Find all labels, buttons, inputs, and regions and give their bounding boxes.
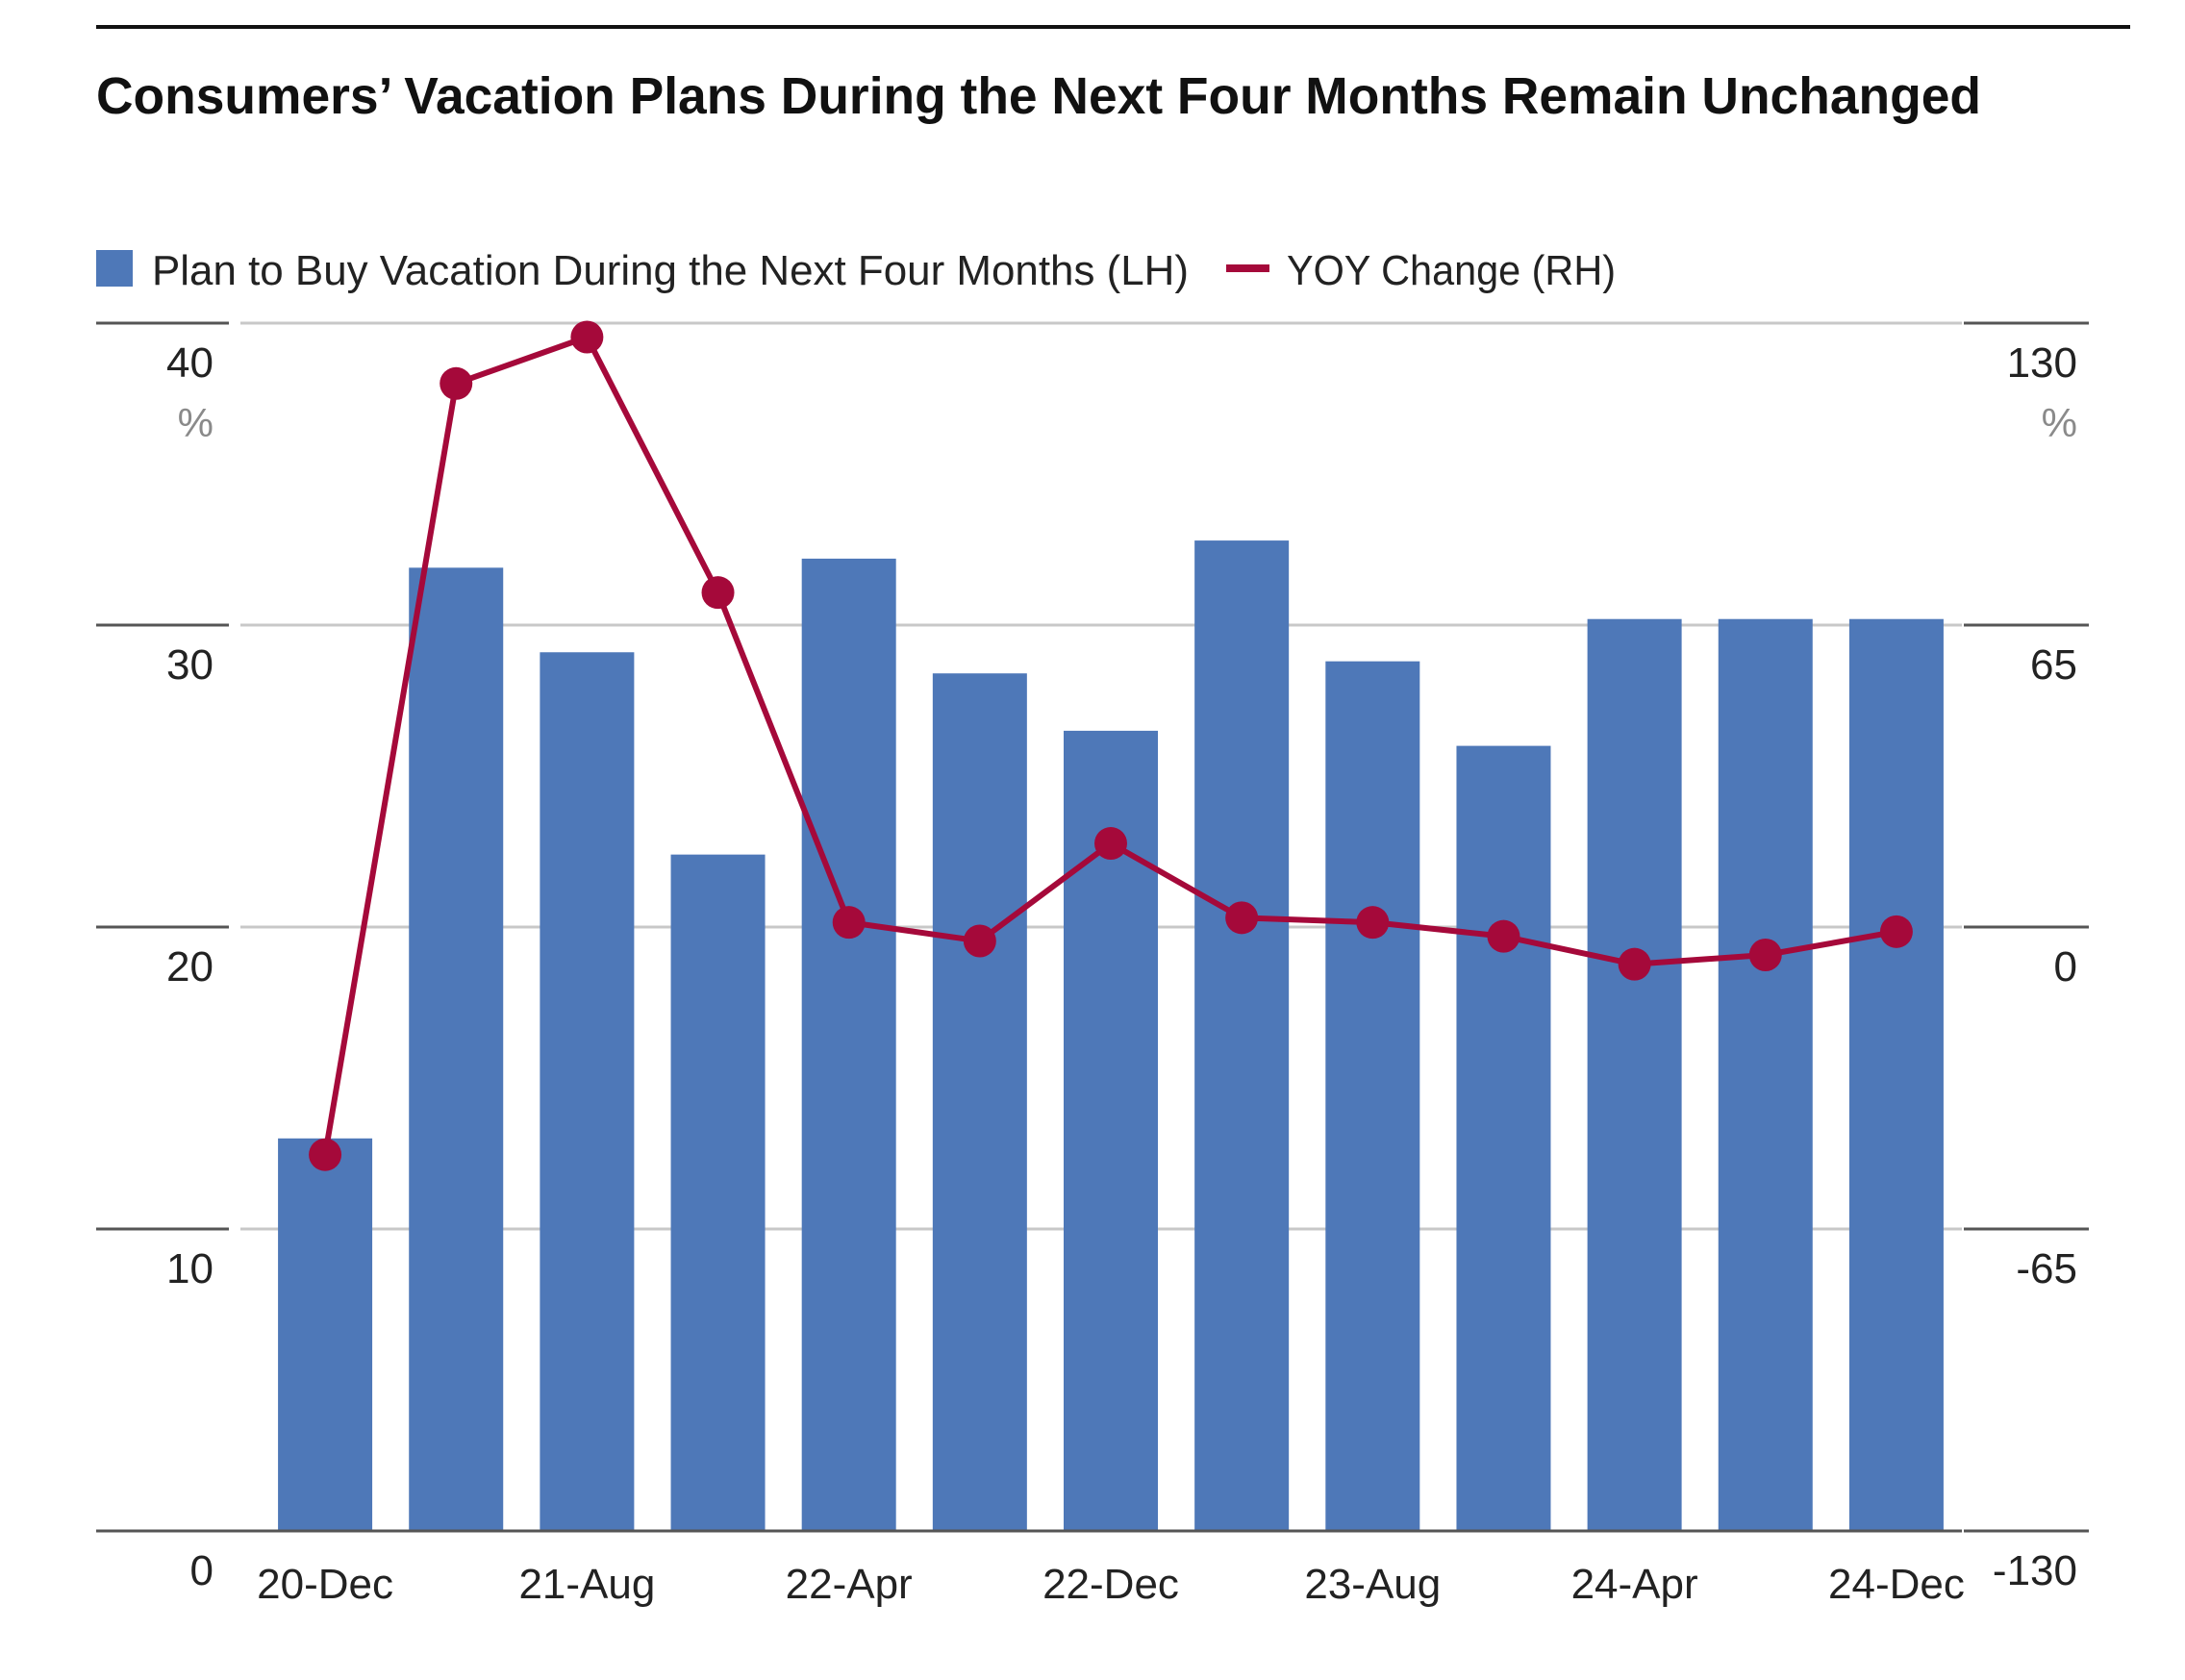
legend-swatch-bars [96, 250, 133, 287]
x-axis-tick-label: 22-Dec [1042, 1561, 1179, 1608]
x-axis-tick-label: 21-Aug [518, 1561, 655, 1608]
right-axis-tick-label: -130 [1993, 1547, 2077, 1594]
bar [1587, 618, 1682, 1531]
line-series [309, 320, 1913, 1171]
right-axis-tick-label: 65 [2030, 641, 2077, 689]
bar [1194, 540, 1290, 1531]
left-axis-tick-label: 20 [166, 943, 213, 990]
yoy-point [1879, 915, 1913, 948]
yoy-point [963, 924, 996, 958]
yoy-point [1225, 901, 1259, 935]
bar [932, 673, 1027, 1531]
yoy-point [832, 906, 866, 940]
x-axis-tick-label: 24-Dec [1828, 1561, 1965, 1608]
bar [278, 1138, 373, 1531]
right-axis-tick-label: 0 [2054, 943, 2077, 990]
x-axis-tick-label: 23-Aug [1304, 1561, 1441, 1608]
bar [1456, 745, 1551, 1531]
yoy-point [1094, 827, 1127, 861]
left-axis-tick-label: 40 [166, 339, 213, 387]
right-axis-tick-label: -65 [2016, 1245, 2077, 1292]
yoy-point [1356, 906, 1390, 940]
yoy-point [701, 576, 735, 610]
bar-series [278, 540, 1944, 1531]
yoy-point [440, 366, 473, 400]
left-axis-tick-label: 30 [166, 641, 213, 689]
right-axis-tick-label: 130 [2007, 339, 2077, 387]
bar [801, 558, 896, 1531]
bar [1325, 661, 1420, 1531]
bar [1718, 618, 1813, 1531]
chart-title: Consumers’ Vacation Plans During the Nex… [96, 67, 1981, 125]
left-axis-tick-label: 10 [166, 1245, 213, 1292]
x-axis-tick-label: 20-Dec [257, 1561, 393, 1608]
yoy-point [570, 320, 604, 354]
bar [409, 567, 504, 1531]
left-axis-unit: % [178, 400, 213, 445]
yoy-point [1487, 919, 1520, 953]
axes: 0 -130 10 -65 20 0 30 65 40 130% % 20-Dec 21-Aug 22-A… [96, 321, 2089, 1608]
yoy-point [1618, 947, 1651, 981]
bar [1848, 618, 1944, 1531]
yoy-point [1748, 938, 1782, 971]
yoy-point [309, 1138, 342, 1171]
bar [670, 854, 766, 1531]
right-axis-unit: % [2042, 400, 2077, 445]
x-axis-tick-label: 24-Apr [1571, 1561, 1698, 1608]
legend-label-line: YOY Change (RH) [1287, 247, 1616, 294]
x-axis-tick-label: 22-Apr [786, 1561, 913, 1608]
bar [540, 652, 635, 1531]
legend: Plan to Buy Vacation During the Next Fou… [96, 247, 1616, 294]
left-axis-tick-label: 0 [190, 1547, 213, 1594]
legend-label-bars: Plan to Buy Vacation During the Next Fou… [152, 247, 1189, 294]
